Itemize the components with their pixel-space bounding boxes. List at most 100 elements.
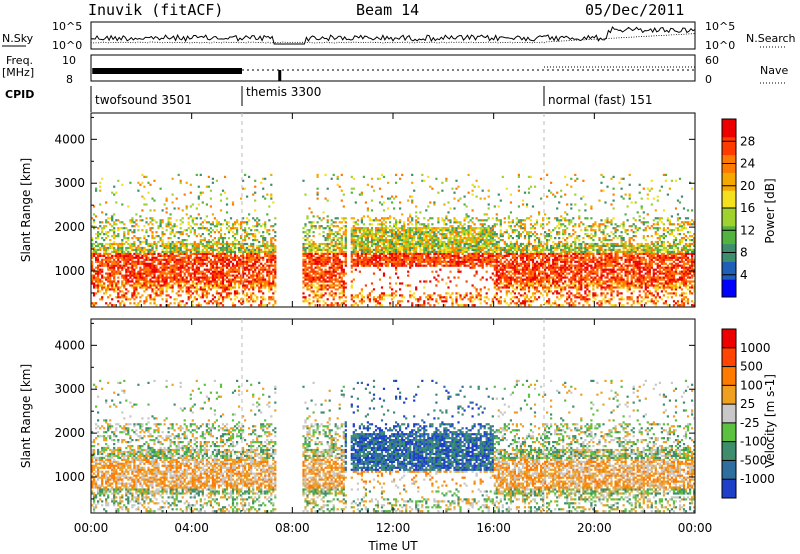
data-cell: [153, 199, 156, 202]
data-cell: [505, 258, 508, 261]
data-cell: [193, 296, 196, 299]
data-cell: [445, 223, 448, 226]
data-cell: [322, 270, 325, 273]
data-cell: [507, 278, 510, 281]
data-cell: [395, 221, 398, 224]
data-cell: [395, 181, 398, 184]
data-cell: [201, 256, 204, 259]
data-cell: [423, 244, 426, 248]
data-cell: [159, 219, 162, 222]
data-cell: [314, 262, 317, 265]
data-cell: [322, 288, 325, 291]
data-cell: [145, 274, 148, 277]
data-cell: [376, 177, 380, 180]
data-cell: [105, 248, 108, 251]
data-cell: [310, 302, 313, 305]
data-cell: [437, 254, 440, 257]
data-cell: [304, 260, 307, 263]
data-cell: [238, 250, 241, 253]
data-cell: [481, 227, 484, 230]
data-cell: [405, 264, 408, 267]
data-cell: [479, 223, 482, 226]
data-cell: [445, 179, 448, 182]
data-cell: [457, 248, 460, 251]
data-cell: [507, 282, 510, 285]
data-cell: [199, 217, 202, 220]
data-cell: [139, 300, 142, 303]
data-cell: [115, 254, 118, 257]
data-cell: [268, 282, 271, 285]
data-cell: [229, 254, 233, 257]
data-cell: [274, 276, 277, 279]
data-cell: [356, 229, 359, 232]
data-cell: [411, 302, 414, 305]
data-cell: [445, 246, 448, 250]
data-cell: [175, 264, 178, 267]
data-cell: [121, 264, 124, 267]
data-cell: [340, 284, 343, 287]
data-cell: [197, 278, 200, 281]
data-cell: [217, 258, 220, 261]
data-cell: [314, 260, 317, 263]
data-cell: [252, 280, 255, 283]
data-cell: [258, 256, 261, 259]
data-cell: [423, 179, 426, 182]
data-cell: [310, 278, 313, 281]
data-cell: [274, 302, 277, 305]
data-cell: [352, 252, 355, 255]
data-cell: [306, 229, 309, 232]
data-cell: [121, 276, 124, 279]
data-cell: [439, 229, 442, 232]
data-cell: [318, 260, 321, 263]
data-cell: [173, 254, 176, 257]
data-cell: [113, 268, 116, 271]
data-cell: [473, 274, 476, 277]
data-cell: [233, 290, 237, 293]
data-cell: [270, 197, 273, 200]
data-cell: [131, 246, 134, 250]
data-cell: [215, 290, 218, 293]
data-cell: [231, 264, 235, 267]
data-cell: [431, 270, 434, 273]
data-cell: [455, 229, 458, 232]
data-cell: [465, 246, 468, 250]
data-cell: [238, 276, 241, 279]
data-cell: [149, 282, 152, 285]
data-cell: [191, 221, 194, 224]
data-cell: [314, 276, 317, 279]
data-cell: [93, 242, 96, 246]
data-cell: [242, 266, 245, 269]
data-cell: [155, 286, 158, 289]
data-cell: [393, 258, 396, 261]
data-cell: [189, 272, 192, 275]
data-cell: [360, 250, 363, 253]
data-cell: [167, 221, 170, 224]
data-cell: [399, 300, 402, 303]
data-cell: [264, 239, 267, 242]
data-cell: [330, 280, 333, 283]
data-cell: [411, 264, 414, 267]
data-cell: [260, 284, 263, 287]
data-cell: [153, 237, 156, 240]
data-cell: [334, 235, 337, 238]
data-cell: [113, 221, 116, 224]
data-cell: [437, 219, 440, 222]
data-cell: [326, 280, 329, 283]
data-cell: [429, 237, 432, 240]
data-cell: [252, 276, 255, 279]
data-cell: [107, 252, 110, 255]
data-cell: [248, 233, 251, 236]
data-cell: [308, 262, 311, 265]
data-cell: [453, 227, 456, 230]
data-cell: [179, 286, 182, 289]
data-cell: [191, 264, 194, 267]
data-cell: [266, 244, 269, 248]
data-cell: [143, 290, 146, 293]
data-cell: [342, 250, 345, 253]
data-cell: [441, 240, 444, 244]
data-cell: [270, 296, 273, 299]
data-cell: [133, 272, 136, 275]
data-cell: [217, 276, 220, 279]
data-cell: [485, 292, 488, 295]
data-cell: [191, 268, 194, 271]
